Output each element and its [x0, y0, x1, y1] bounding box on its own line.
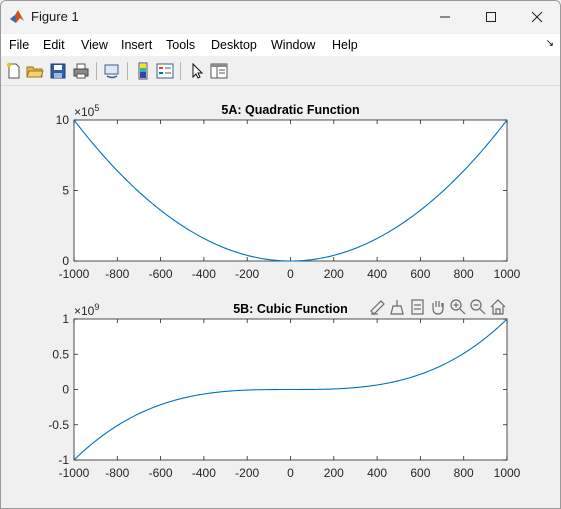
x-tick-label: -400: [192, 466, 216, 480]
menu-bar: File Edit View Insert Tools Desktop Wind…: [1, 34, 560, 56]
menu-desktop[interactable]: Desktop: [211, 38, 257, 52]
colorbar-icon[interactable]: [134, 62, 152, 80]
x-tick-label: -800: [105, 466, 129, 480]
x-tick-label: 1000: [494, 267, 521, 281]
home-icon[interactable]: [490, 299, 506, 315]
x-tick-label: 0: [287, 466, 294, 480]
matlab-icon: [10, 10, 24, 23]
zoom-out-icon[interactable]: [470, 299, 486, 315]
property-inspector-icon[interactable]: [210, 62, 228, 80]
pointer-icon[interactable]: [188, 62, 206, 80]
brush-icon[interactable]: [370, 300, 385, 315]
menu-edit[interactable]: Edit: [43, 38, 65, 52]
pan-icon[interactable]: [432, 301, 444, 315]
y-tick-label: 1: [62, 312, 69, 326]
minimize-button[interactable]: [422, 1, 468, 33]
y-tick-label: -1: [58, 453, 69, 467]
new-figure-icon[interactable]: [5, 62, 23, 80]
minimize-icon: [440, 16, 450, 18]
y-tick-label: 5: [62, 184, 69, 198]
toolbar-separator: [180, 62, 181, 80]
x-tick-label: 600: [410, 466, 430, 480]
menu-file[interactable]: File: [9, 38, 30, 52]
data-tips-icon[interactable]: [390, 300, 404, 315]
x-tick-label: 200: [324, 267, 344, 281]
open-icon[interactable]: [26, 62, 44, 80]
plots-svg: 5A: Quadratic Function-1000 -800 -600 -400-…: [48, 103, 521, 480]
y-tick-label: -0.5: [48, 418, 69, 432]
series-line: [73, 318, 508, 461]
x-tick-label: -1000: [59, 466, 90, 480]
y-tick-label: 10: [56, 113, 70, 127]
figure-toolbar: [1, 57, 560, 86]
menu-insert[interactable]: Insert: [121, 38, 153, 52]
x-tick-label: -1000: [59, 267, 90, 281]
x-tick-label: -200: [235, 466, 259, 480]
legend-icon[interactable]: [156, 62, 174, 80]
zoom-in-icon[interactable]: [450, 299, 466, 315]
series-line: [73, 119, 508, 262]
y-tick-label: 0: [62, 254, 69, 268]
close-icon: [531, 11, 543, 23]
x-tick-label: 600: [410, 267, 430, 281]
title-bar: Figure 1: [1, 1, 560, 33]
x-tick-label: 400: [367, 267, 387, 281]
link-plot-icon[interactable]: [103, 62, 121, 80]
x-tick-label: 800: [454, 466, 474, 480]
x-tick-label: 200: [324, 466, 344, 480]
chart-title: 5A: Quadratic Function: [221, 103, 359, 117]
axes-1[interactable]: [73, 119, 508, 262]
menu-view[interactable]: View: [81, 38, 108, 52]
x-tick-label: -600: [149, 267, 173, 281]
y-tick-label: 0: [62, 383, 69, 397]
menu-window[interactable]: Window: [271, 38, 316, 52]
figure-canvas: 5A: Quadratic Function -1000 -800 -600 -400-…: [1, 86, 560, 508]
y-exponent-label: ×105: [74, 103, 99, 119]
x-tick-label: 0: [287, 267, 294, 281]
restore-icon[interactable]: [411, 299, 424, 315]
menu-tools[interactable]: Tools: [166, 38, 196, 52]
x-tick-label: -200: [235, 267, 259, 281]
x-tick-label: 1000: [494, 466, 521, 480]
print-icon[interactable]: [72, 62, 90, 80]
toolbar-separator: [96, 62, 97, 80]
y-exponent-label: ×109: [74, 302, 99, 318]
x-tick-label: -600: [149, 466, 173, 480]
toolbar-separator: [127, 62, 128, 80]
save-icon[interactable]: [49, 62, 67, 80]
maximize-icon: [486, 12, 496, 22]
chart-title: 5B: Cubic Function: [233, 302, 348, 316]
x-tick-label: 400: [367, 466, 387, 480]
y-tick-label: 0.5: [52, 347, 69, 361]
maximize-button[interactable]: [468, 1, 514, 33]
x-tick-label: 800: [454, 267, 474, 281]
menu-help[interactable]: Help: [332, 38, 358, 52]
close-button[interactable]: [514, 1, 560, 33]
dock-arrow-icon[interactable]: ↘: [545, 38, 554, 49]
window-title: Figure 1: [31, 9, 79, 24]
x-tick-label: -400: [192, 267, 216, 281]
x-tick-label: -800: [105, 267, 129, 281]
